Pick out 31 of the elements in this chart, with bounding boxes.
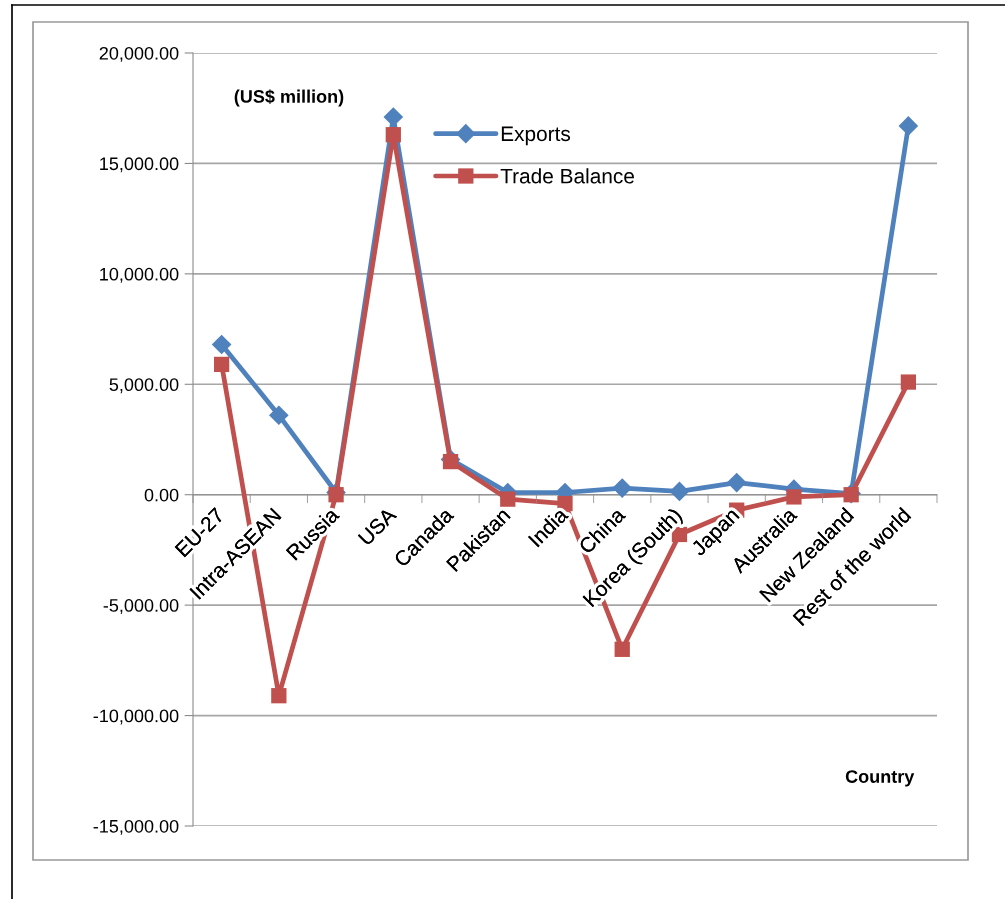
point: [557, 495, 573, 512]
y-tick-label: 10,000.00: [100, 267, 179, 283]
point: [843, 487, 859, 503]
point: [726, 472, 747, 493]
point: [211, 334, 232, 355]
point: [612, 478, 633, 498]
point: [900, 374, 917, 390]
x-axis-title: Country: [845, 770, 915, 787]
point: [383, 107, 404, 127]
point: [271, 688, 287, 704]
y-axis-title: (US$ million): [234, 89, 344, 107]
legend-label: Exports: [501, 126, 571, 146]
y-tick-label: 15,000.00: [100, 157, 179, 173]
point: [669, 481, 690, 502]
y-tick-label: 0.00: [144, 488, 179, 502]
point: [786, 489, 802, 505]
point: [328, 487, 344, 503]
y-tick-label: -5,000.00: [103, 599, 179, 614]
legend-label: Trade Balance: [500, 168, 634, 184]
point: [898, 116, 919, 136]
point: [614, 641, 630, 657]
point: [269, 405, 289, 426]
y-tick-label: -15,000.00: [93, 819, 179, 835]
x-tick-label: USA: [357, 506, 398, 546]
point: [213, 356, 230, 373]
y-tick-label: 5,000.00: [109, 378, 179, 394]
y-tick-label: 20,000.00: [99, 46, 179, 62]
y-tick-label: -10,000.00: [93, 709, 179, 725]
point: [500, 491, 516, 507]
point: [385, 127, 401, 143]
point: [442, 453, 459, 470]
